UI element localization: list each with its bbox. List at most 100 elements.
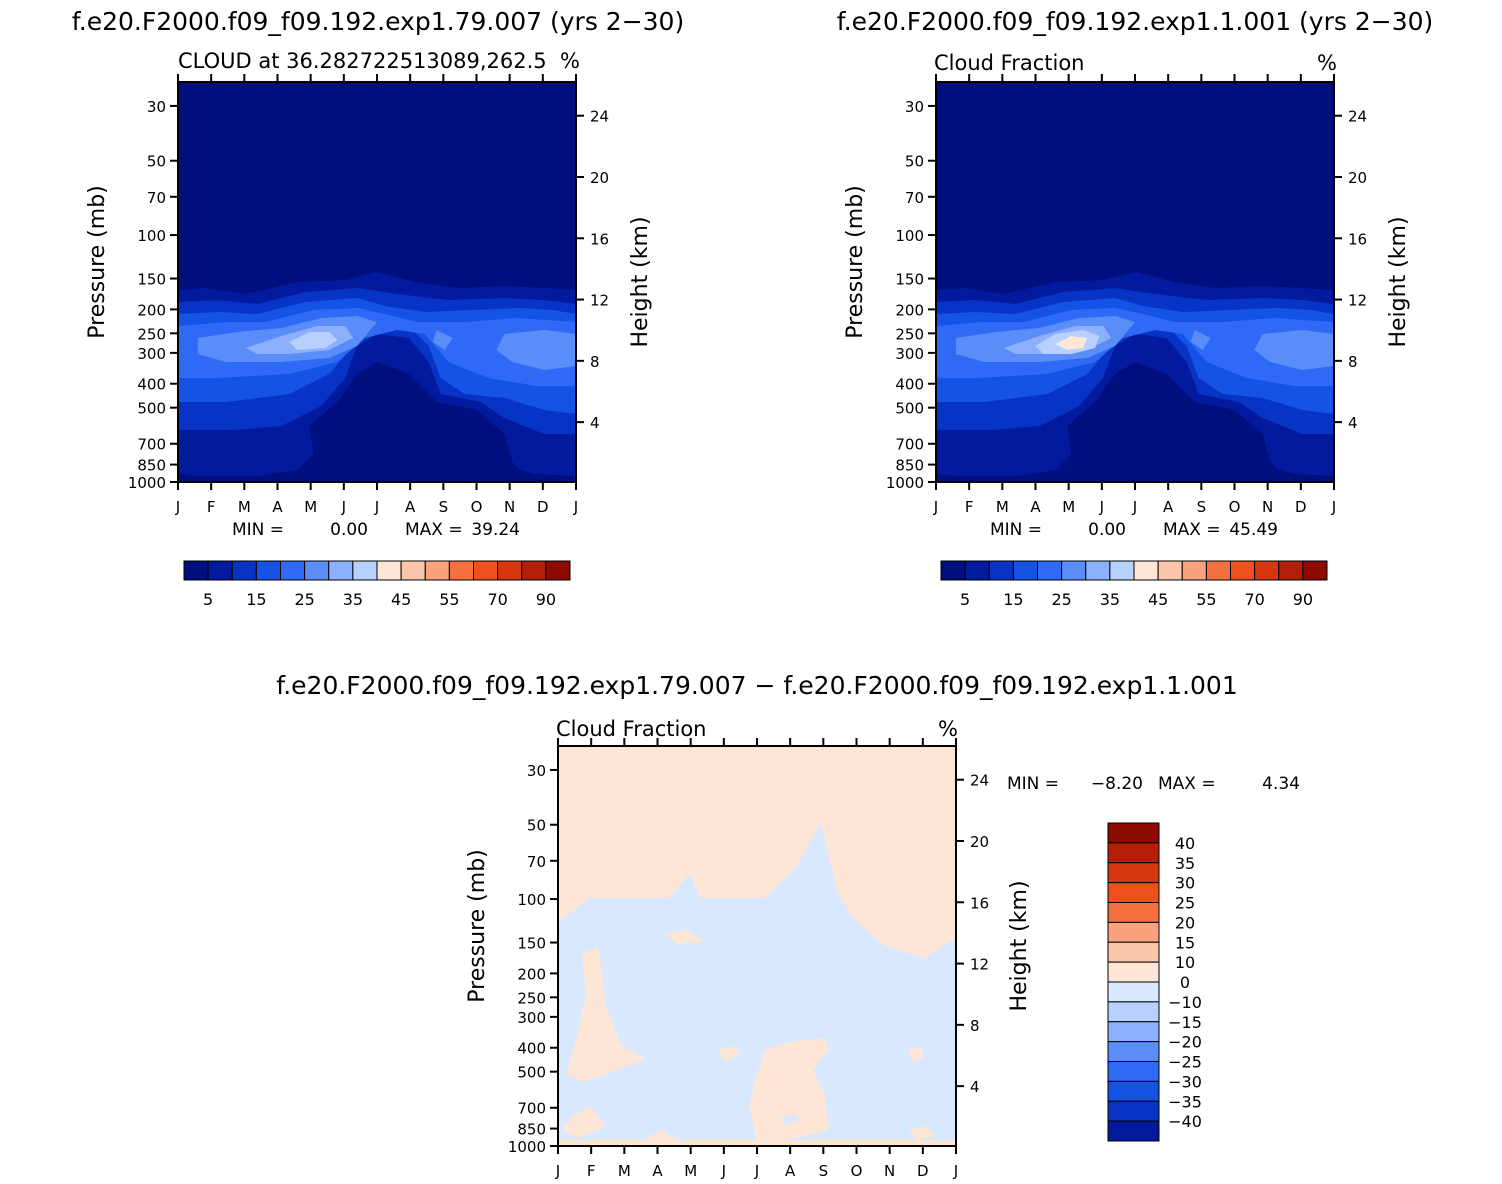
y-right-tick-label: 24 (590, 108, 609, 126)
chart-subtitle: Cloud Fraction (556, 717, 707, 741)
y-tick-label: 300 (895, 345, 924, 363)
y-right-tick-label: 8 (1348, 353, 1358, 371)
x-tick-label: F (207, 498, 216, 516)
x-tick-label: J (1331, 498, 1336, 516)
colorbar-label: 55 (1196, 590, 1216, 609)
x-tick-label: M (238, 498, 251, 516)
x-tick-label: A (785, 1162, 796, 1180)
max-label: MAX = (1158, 774, 1216, 794)
colorbar-box (1107, 1001, 1160, 1023)
y-tick-label: 200 (895, 301, 924, 319)
colorbar-box (255, 560, 281, 581)
colorbar-box (1107, 981, 1160, 1003)
colorbar-box (1133, 560, 1159, 581)
colorbar-box (521, 560, 547, 581)
y-tick-label: 50 (527, 817, 546, 835)
colorbar: 5 15 25 35 45 55 70 90 (183, 560, 571, 609)
colorbar-box (1012, 560, 1038, 581)
colorbar-box (1085, 560, 1111, 581)
x-tick-label: J (1099, 498, 1104, 516)
max-label: MAX = (1163, 520, 1221, 540)
x-tick-label: J (341, 498, 346, 516)
y-right-tick-label: 24 (1348, 108, 1367, 126)
colorbar-label: −25 (1168, 1053, 1202, 1072)
colorbar-box (1107, 1080, 1160, 1102)
x-tick-label: O (851, 1162, 863, 1180)
x-tick-label: J (573, 498, 578, 516)
y-tick-label: 1000 (508, 1138, 546, 1156)
colorbar-box (1107, 862, 1160, 884)
y-right-tick-label: 4 (590, 414, 600, 432)
max-label: MAX = (405, 520, 463, 540)
contour-region-4 (178, 308, 576, 386)
colorbar-box (1107, 1120, 1160, 1142)
y-tick-label: 850 (137, 457, 166, 475)
colorbar-label: 90 (536, 590, 556, 609)
y-tick-label: 100 (517, 891, 546, 909)
y-tick-label: 150 (137, 271, 166, 289)
colorbar-box (1061, 560, 1087, 581)
y-tick-label: 150 (517, 935, 546, 953)
y-tick-label: 500 (895, 400, 924, 418)
colorbar-label: 25 (1051, 590, 1071, 609)
colorbar-label: 35 (1175, 854, 1195, 873)
colorbar-box (1205, 560, 1231, 581)
colorbar-label: −15 (1168, 1013, 1202, 1032)
y-tick-label: 1000 (128, 474, 166, 492)
chart-title: f.e20.F2000.f09_f09.192.exp1.79.007 (yrs… (72, 7, 684, 36)
contour-region-4 (936, 308, 1334, 386)
y-tick-label: 150 (895, 271, 924, 289)
y-right-tick-label: 16 (590, 230, 609, 248)
y-tick-label: 30 (527, 762, 546, 780)
y-tick-label: 70 (527, 853, 546, 871)
x-tick-label: O (1229, 498, 1241, 516)
colorbar-box (448, 560, 474, 581)
y-tick-label: 70 (905, 189, 924, 207)
colorbar-label: −40 (1168, 1112, 1202, 1131)
contour-fills (558, 746, 956, 1146)
x-tick-label: A (405, 498, 416, 516)
colorbar-label: −35 (1168, 1092, 1202, 1111)
colorbar-box (400, 560, 426, 581)
colorbar-box (1107, 822, 1160, 844)
max-value: 4.34 (1262, 774, 1300, 794)
contour-region-3 (665, 930, 706, 944)
y-right-tick-label: 12 (590, 292, 609, 310)
colorbar-box (280, 560, 306, 581)
x-tick-label: J (721, 1162, 726, 1180)
colorbar-label: −30 (1168, 1072, 1202, 1091)
units-label: % (938, 717, 958, 741)
x-tick-label: M (996, 498, 1009, 516)
y-tick-label: 200 (517, 965, 546, 983)
y-right-tick-label: 20 (970, 833, 989, 851)
chart-panel-1: f.e20.F2000.f09_f09.192.exp1.79.007 (yrs… (72, 7, 684, 609)
x-tick-label: A (1030, 498, 1041, 516)
x-tick-label: A (652, 1162, 663, 1180)
min-value: 0.00 (1088, 520, 1126, 540)
min-value: 0.00 (330, 520, 368, 540)
contour-region-6 (496, 330, 576, 370)
x-tick-label: J (754, 1162, 759, 1180)
x-tick-label: A (1163, 498, 1174, 516)
x-tick-label: J (175, 498, 180, 516)
colorbar-label: 10 (1175, 953, 1195, 972)
contour-region-6 (749, 1038, 829, 1142)
colorbar-box (1037, 560, 1063, 581)
y-tick-label: 700 (517, 1100, 546, 1118)
min-label: MIN = (1007, 774, 1059, 794)
y-right-tick-label: 4 (1348, 414, 1358, 432)
contour-region-11 (908, 1126, 937, 1140)
y-tick-label: 1000 (886, 474, 924, 492)
colorbar-label: 30 (1175, 874, 1195, 893)
y-right-tick-label: 4 (970, 1078, 980, 1096)
colorbar-box (1107, 921, 1160, 943)
colorbar-label: 15 (1175, 933, 1195, 952)
colorbar-box (207, 560, 233, 581)
colorbar-box (1107, 1100, 1160, 1122)
contour-fills (178, 82, 576, 482)
colorbar-box (1109, 560, 1135, 581)
chart-panel-3: f.e20.F2000.f09_f09.192.exp1.79.007 − f.… (276, 671, 1300, 1180)
y-tick-label: 30 (147, 98, 166, 116)
x-tick-label: S (1197, 498, 1207, 516)
